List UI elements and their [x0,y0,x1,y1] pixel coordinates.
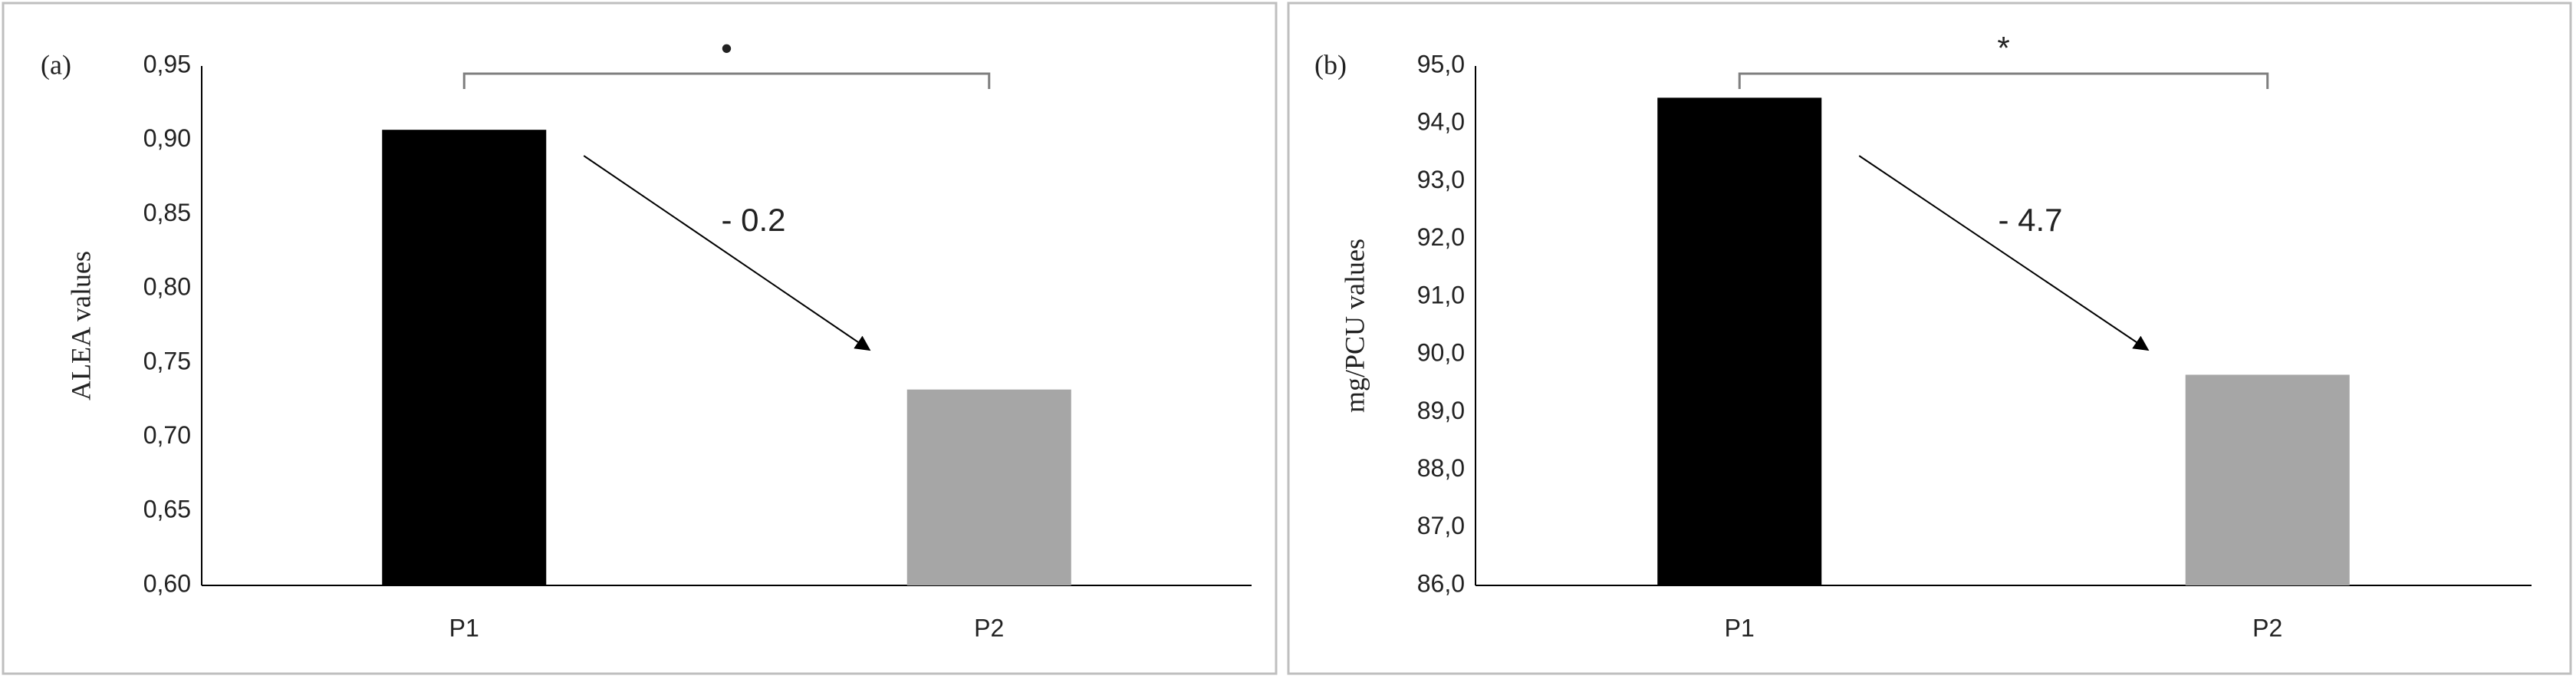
y-tick-label: 0,95 [143,50,191,77]
y-tick-label: 0,85 [143,199,191,226]
y-tick-label: 86,0 [1417,569,1465,597]
change-arrow [583,155,871,351]
y-axis-label: ALEA values [65,251,96,401]
y-tick-label: 0,90 [143,124,191,152]
y-tick-label: 88,0 [1417,454,1465,482]
x-tick-label: P2 [974,614,1004,641]
y-tick-label: 89,0 [1417,397,1465,424]
significance-bracket [1738,72,2269,89]
change-arrow [1858,155,2150,351]
y-tick-label: 0,75 [143,347,191,374]
bar [1657,97,1822,586]
y-tick-label: 0,65 [143,496,191,523]
panel-label: (b) [1314,49,1347,80]
y-tick-label: 91,0 [1417,281,1465,308]
x-tick-label: P2 [2252,614,2282,641]
significance-mark: * [1997,30,2009,66]
bar [906,389,1071,585]
x-tick-label: P1 [1725,614,1755,641]
y-tick-label: 90,0 [1417,339,1465,367]
significance-bracket [462,72,991,89]
y-tick-label: 0,60 [143,569,191,597]
y-tick-label: 0,80 [143,273,191,301]
panel-frame [2,2,1278,675]
y-tick-label: 94,0 [1417,108,1465,136]
y-tick-label: 93,0 [1417,166,1465,193]
change-label: - 0.2 [721,202,785,238]
bar [2185,374,2350,585]
y-axis-label: mg/PCU values [1339,239,1370,413]
significance-mark: • [721,30,732,66]
y-tick-label: 92,0 [1417,223,1465,251]
y-tick-label: 95,0 [1417,50,1465,77]
x-tick-label: P1 [449,614,479,641]
bar [382,130,547,585]
y-tick-label: 0,70 [143,421,191,449]
panel-label: (a) [41,49,71,80]
y-tick-label: 87,0 [1417,512,1465,539]
change-label: - 4.7 [1998,202,2062,238]
panel-frame [1287,2,2572,675]
